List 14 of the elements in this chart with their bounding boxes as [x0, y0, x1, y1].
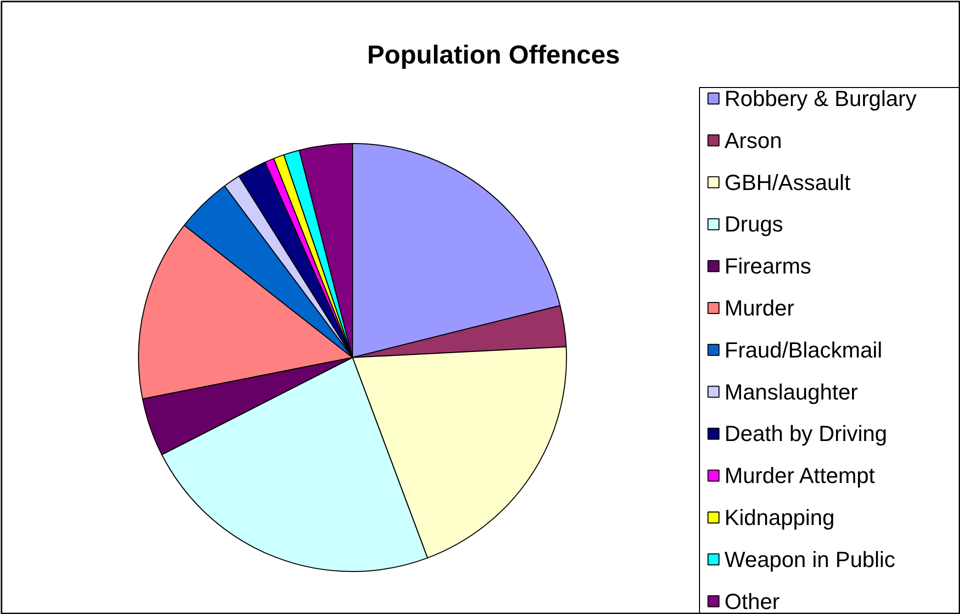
legend-label: Manslaughter [724, 379, 858, 404]
legend-label: Weapon in Public [724, 546, 896, 572]
legend-label: GBH/Assault [724, 170, 850, 195]
legend-label: Kidnapping [724, 505, 835, 530]
legend-label: Drugs [724, 212, 784, 237]
legend-label: Firearms [724, 254, 812, 279]
legend-label: Murder Attempt [724, 463, 875, 488]
legend-label: Death by Driving [724, 421, 888, 446]
legend-label: Arson [724, 128, 782, 153]
chart-title: Population Offences [367, 40, 620, 70]
legend-label: Murder [724, 296, 794, 320]
legend-label: Robbery & Burglary [724, 86, 916, 111]
legend-label: Other [724, 588, 780, 614]
legend-label: Fraud/Blackmail [724, 337, 882, 362]
